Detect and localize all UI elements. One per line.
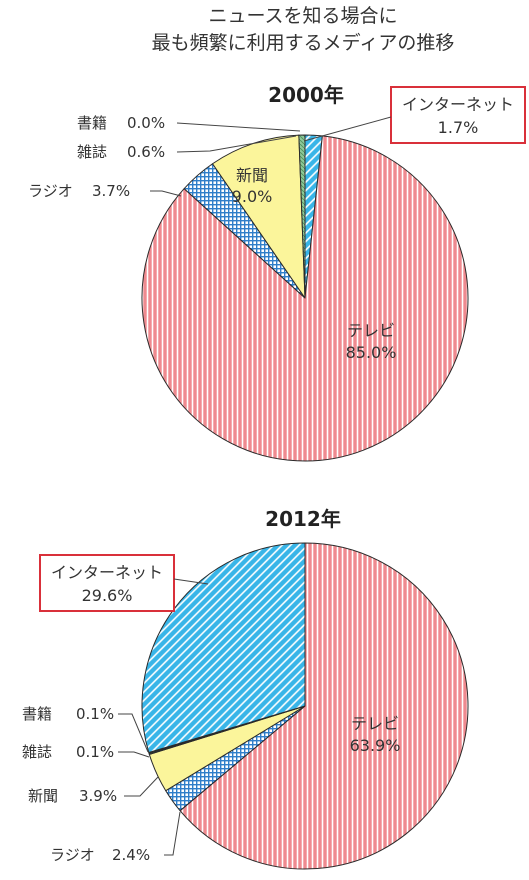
label-2012-radio-value: 2.4% [112,846,150,864]
leader-2012-radio [164,811,181,856]
label-2000-book-name: 書籍 [77,114,107,132]
leader-2000-radio [150,190,182,197]
label-2000-internet-name: インターネット [402,95,514,114]
label-2000-tv-name: テレビ [347,321,395,340]
label-2000-radio-name: ラジオ [28,182,73,200]
pie-2000-title: 2000年 [268,83,344,107]
pie-2012-title: 2012年 [265,507,341,531]
label-2012-internet-name: インターネット [51,563,163,582]
pie-2012 [141,542,469,870]
label-2012-tv-value: 63.9% [350,736,401,755]
label-2012-tv-name: テレビ [351,714,399,733]
label-2000-newspaper-value: 9.0% [232,187,273,206]
label-2000-radio-value: 3.7% [92,182,130,200]
slice-2012-tv [179,542,469,870]
label-2012-magazine-name: 雑誌 [22,743,52,761]
label-2000-tv-value: 85.0% [346,343,397,362]
highlight-box-2012-internet [39,554,175,612]
leader-2012-book [118,713,149,753]
label-2012-newspaper-value: 3.9% [79,787,117,805]
chart-title-line1: ニュースを知る場合に [208,5,397,27]
label-2000-magazine-name: 雑誌 [77,143,107,161]
label-2000-book-value: 0.0% [127,114,165,132]
label-2000-internet-value: 1.7% [438,118,479,137]
label-2012-tv: テレビ 63.9% [350,714,401,755]
label-2012-magazine-value: 0.1% [76,743,114,761]
chart-title-line2: 最も頻繁に利用するメディアの推移 [152,32,455,54]
label-2000-newspaper: 新聞 9.0% [232,166,273,206]
label-2000-tv: テレビ 85.0% [346,321,397,362]
leader-2000-book [176,122,301,132]
leader-2000-internet [303,116,392,142]
label-2000-newspaper-name: 新聞 [236,166,268,185]
label-2012-book-name: 書籍 [22,705,52,723]
leader-2012-magazine [118,751,150,758]
highlight-box-2000-internet [390,86,526,144]
label-2012-internet-value: 29.6% [82,586,133,605]
label-2000-magazine-value: 0.6% [127,143,165,161]
label-2012-newspaper-name: 新聞 [28,787,58,805]
leader-2012-newspaper [124,776,159,797]
leader-2000-magazine [176,135,297,153]
label-2012-radio-name: ラジオ [50,846,95,864]
label-2012-book-value: 0.1% [76,705,114,723]
pie-2000 [141,134,469,462]
leader-2012-internet [173,578,209,585]
